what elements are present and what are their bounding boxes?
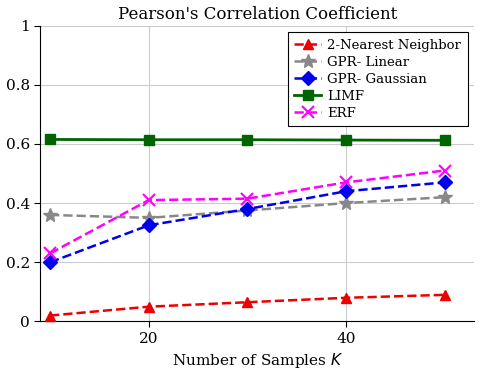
Line: GPR- Linear: GPR- Linear (43, 190, 452, 225)
GPR- Linear (442, 195, 448, 199)
2-Nearest Neighbor (146, 305, 152, 309)
GPR- Linear (47, 213, 53, 217)
2-Nearest Neighbor (343, 296, 349, 300)
ERF (47, 251, 53, 256)
LIMF (245, 138, 251, 142)
2-Nearest Neighbor (47, 313, 53, 318)
GPR- Linear (343, 201, 349, 205)
2-Nearest Neighbor (442, 293, 448, 297)
2-Nearest Neighbor (245, 300, 251, 305)
Line: 2-Nearest Neighbor: 2-Nearest Neighbor (45, 290, 450, 320)
LIMF (146, 138, 152, 142)
ERF (442, 168, 448, 173)
Title: Pearson's Correlation Coefficient: Pearson's Correlation Coefficient (118, 6, 397, 23)
ERF (343, 180, 349, 185)
GPR- Linear (146, 215, 152, 220)
Line: LIMF: LIMF (45, 135, 450, 145)
LIMF (47, 137, 53, 142)
GPR- Gaussian (343, 189, 349, 194)
GPR- Gaussian (146, 223, 152, 227)
GPR- Gaussian (47, 260, 53, 265)
GPR- Gaussian (442, 180, 448, 185)
ERF (146, 198, 152, 202)
ERF (245, 196, 251, 201)
X-axis label: Number of Samples $K$: Number of Samples $K$ (171, 352, 343, 370)
LIMF (442, 138, 448, 143)
Legend: 2-Nearest Neighbor, GPR- Linear, GPR- Gaussian, LIMF, ERF: 2-Nearest Neighbor, GPR- Linear, GPR- Ga… (288, 32, 468, 126)
GPR- Gaussian (245, 207, 251, 211)
LIMF (343, 138, 349, 142)
Line: ERF: ERF (45, 165, 450, 259)
Line: GPR- Gaussian: GPR- Gaussian (45, 177, 450, 267)
GPR- Linear (245, 208, 251, 213)
